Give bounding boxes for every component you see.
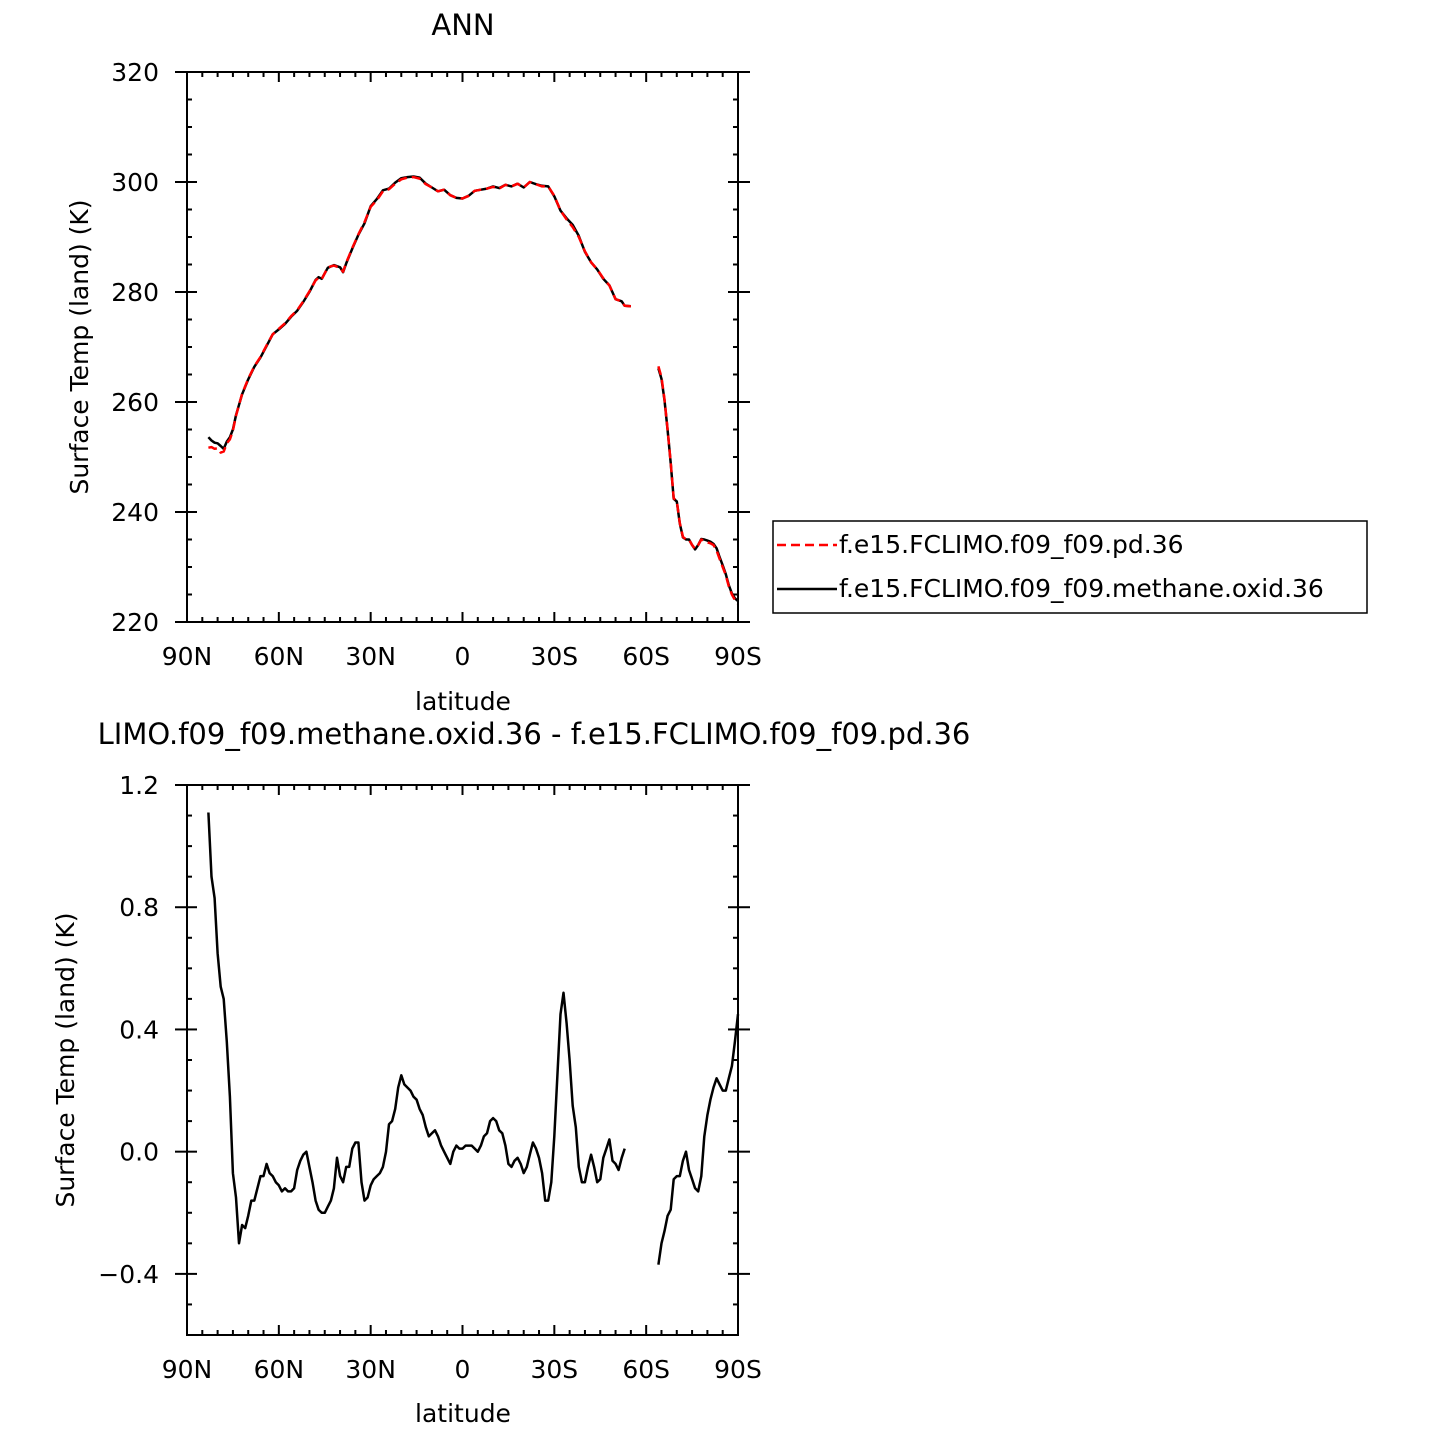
bottom-x-axis-label: latitude [415,1399,511,1428]
top-ticks: 90N 60N 30N 0 30S 60S 90S 320 300 280 260 240 220 [111,58,762,671]
top-x-tick-label: 60N [254,642,305,671]
top-chart-title: ANN [431,8,494,42]
top-x-axis-label: latitude [415,687,511,716]
top-y-tick-label: 320 [111,58,159,87]
legend-label-pd: f.e15.FCLIMO.f09_f09.pd.36 [839,530,1184,559]
bottom-y-tick-label: 0.4 [119,1015,159,1044]
legend: f.e15.FCLIMO.f09_f09.pd.36 f.e15.FCLIMO.… [772,520,1368,614]
top-series-line-1 [207,175,632,451]
top-panel: ANN latitude Surface Temp (land) (K) 90N… [65,8,762,716]
bottom-ticks: 90N 60N 30N 0 30S 60S 90S 1.2 0.8 0.4 0.0 −0.4 [98,771,762,1384]
bottom-x-tick-label: 60N [254,1355,305,1384]
legend-box [772,520,1368,614]
top-y-axis-label: Surface Temp (land) (K) [65,199,94,494]
top-x-tick-label: 60S [622,642,670,671]
top-x-tick-label: 90N [162,642,213,671]
legend-label-methane: f.e15.FCLIMO.f09_f09.methane.oxid.36 [839,574,1324,603]
bottom-y-tick-label: 0.8 [119,893,159,922]
bottom-x-tick-label: 60S [622,1355,670,1384]
top-y-tick-label: 280 [111,278,159,307]
top-lines [207,175,739,605]
bottom-plot-frame [186,784,739,1336]
bottom-x-tick-label: 90N [162,1355,213,1384]
top-x-tick-label: 30N [345,642,396,671]
top-y-tick-label: 220 [111,608,159,637]
bottom-x-tick-label: 30N [345,1355,396,1384]
bottom-x-tick-label: 30S [530,1355,578,1384]
top-series-line-0 [657,365,739,605]
bottom-y-axis-label: Surface Temp (land) (K) [51,912,80,1207]
top-x-tick-label: 30S [530,642,578,671]
bottom-series-line-0 [207,812,626,1245]
bottom-series-line-0 [657,1014,740,1265]
top-plot-frame [186,71,739,623]
top-y-tick-label: 260 [111,388,159,417]
bottom-x-tick-label: 0 [455,1355,471,1384]
top-x-tick-label: 90S [714,642,762,671]
top-series-line-0 [208,175,632,454]
bottom-y-tick-label: −0.4 [98,1260,159,1289]
top-series-line-1 [657,368,739,603]
top-y-tick-label: 240 [111,498,159,527]
bottom-x-tick-label: 90S [714,1355,762,1384]
bottom-y-tick-label: 1.2 [119,771,159,800]
top-x-tick-label: 0 [455,642,471,671]
bottom-lines [207,812,740,1265]
bottom-y-tick-label: 0.0 [119,1138,159,1167]
bottom-chart-title: LIMO.f09_f09.methane.oxid.36 - f.e15.FCL… [98,717,971,751]
bottom-panel: LIMO.f09_f09.methane.oxid.36 - f.e15.FCL… [51,717,970,1428]
top-y-tick-label: 300 [111,168,159,197]
